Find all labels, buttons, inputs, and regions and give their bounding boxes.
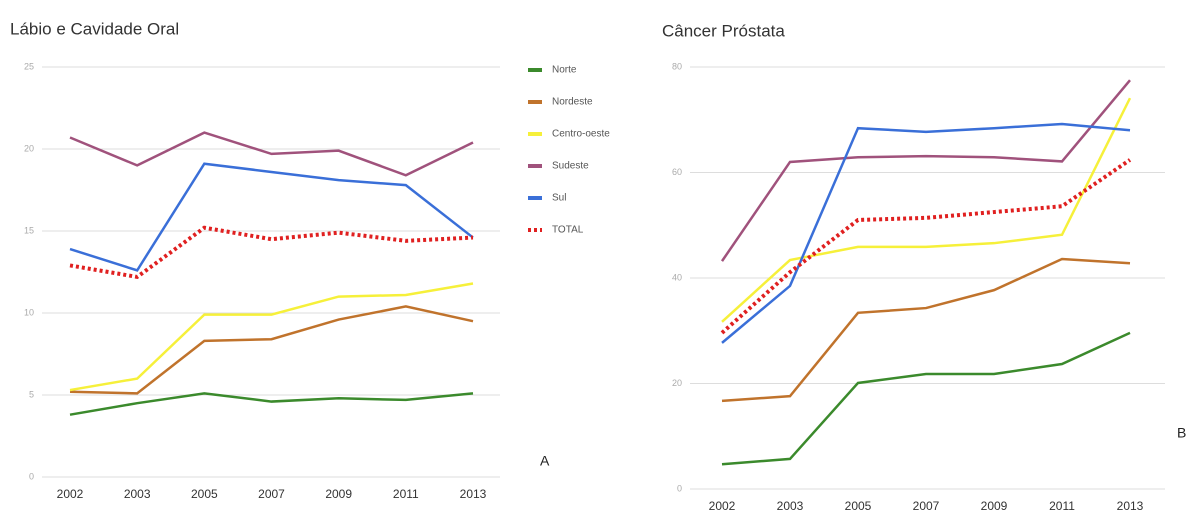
series-line	[720, 158, 1132, 335]
series-line	[69, 225, 474, 280]
y-tick-label: 40	[672, 272, 682, 282]
x-tick-label: 2005	[191, 487, 218, 501]
panel-label: B	[1177, 425, 1186, 441]
legend-label: Norte	[552, 65, 577, 76]
series-line	[69, 282, 474, 392]
x-tick-label: 2009	[981, 499, 1008, 513]
x-tick-label: 2003	[124, 487, 151, 501]
y-tick-label: 20	[24, 143, 34, 153]
legend-label: TOTAL	[552, 225, 584, 236]
legend-label: Centro-oeste	[552, 129, 610, 140]
y-tick-label: 20	[672, 378, 682, 388]
x-tick-label: 2011	[1049, 499, 1075, 513]
series-line	[721, 122, 1131, 344]
series-line	[721, 257, 1131, 403]
y-tick-label: 0	[677, 483, 682, 493]
series-line	[69, 392, 474, 416]
series-line	[720, 79, 1131, 262]
x-tick-label: 2003	[777, 499, 804, 513]
x-tick-label: 2005	[845, 499, 872, 513]
x-tick-label: 2007	[913, 499, 940, 513]
y-tick-label: 60	[672, 167, 682, 177]
y-tick-label: 80	[672, 61, 682, 71]
legend-label: Nordeste	[552, 97, 593, 108]
x-tick-label: 2009	[325, 487, 352, 501]
x-tick-label: 2013	[1117, 499, 1144, 513]
x-tick-label: 2013	[460, 487, 487, 501]
y-tick-label: 5	[29, 389, 34, 399]
series-line	[69, 131, 474, 177]
panel-label: A	[540, 453, 550, 469]
series-line	[69, 305, 474, 395]
chart-title: Lábio e Cavidade Oral	[10, 19, 179, 38]
chart-title: Câncer Próstata	[662, 21, 785, 40]
series-line	[69, 162, 474, 272]
y-tick-label: 15	[24, 225, 34, 235]
y-tick-label: 0	[29, 471, 34, 481]
x-tick-label: 2002	[57, 487, 84, 501]
series-line	[721, 97, 1132, 323]
x-tick-label: 2002	[709, 499, 736, 513]
legend-label: Sul	[552, 193, 566, 204]
legend-label: Sudeste	[552, 161, 589, 172]
x-tick-label: 2007	[258, 487, 285, 501]
x-tick-label: 2011	[393, 487, 419, 501]
y-tick-label: 25	[24, 61, 34, 71]
series-line	[721, 331, 1131, 466]
y-tick-label: 10	[24, 307, 34, 317]
